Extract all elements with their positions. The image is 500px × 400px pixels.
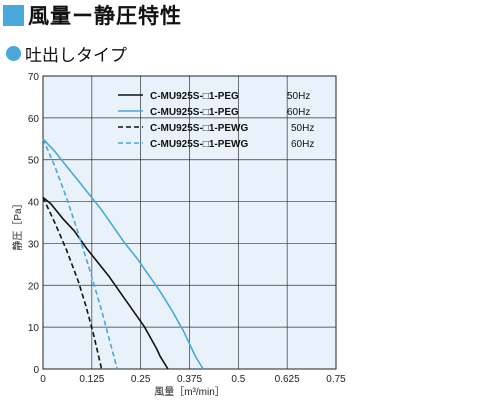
plot-frame [42, 75, 337, 370]
x-tick-label: 0.625 [275, 374, 300, 385]
series-line-1 [42, 196, 169, 370]
legend-freq-4: 60Hz [291, 139, 314, 150]
y-tick-label: 60 [28, 114, 40, 125]
legend-freq-3: 50Hz [291, 123, 314, 134]
page-title: 風量ー静圧特性 [3, 4, 182, 28]
y-tick-label: 40 [28, 198, 40, 209]
y-tick-label: 0 [33, 365, 39, 376]
y-tick-label: 20 [28, 281, 40, 292]
x-tick-label: 0.75 [326, 374, 346, 385]
y-tick-label: 50 [28, 156, 40, 167]
series-lines [42, 138, 204, 370]
page-title-text: 風量ー静圧特性 [28, 5, 182, 28]
section-heading-text: 吐出しタイプ [25, 45, 127, 65]
series-line-3 [42, 197, 103, 370]
legend-freq-1: 50Hz [287, 91, 310, 102]
legend-label-1: C-MU925S-□1-PEG [150, 91, 239, 102]
legend-freq-2: 60Hz [287, 107, 310, 118]
legend-label-4: C-MU925S-□1-PEWG [150, 139, 248, 150]
series-line-2 [42, 138, 204, 370]
section-heading: 吐出しタイプ [6, 43, 127, 65]
x-tick-label: 0.5 [231, 374, 245, 385]
y-axis-title: 静圧［Pa］ [11, 198, 24, 250]
legend: C-MU925S-□1-PEG 50Hz C-MU925S-□1-PEG 60Hz C-… [118, 91, 314, 150]
x-tick-label: 0.375 [177, 374, 202, 385]
y-tick-labels: 0 10 20 30 40 50 60 70 [28, 72, 40, 376]
x-tick-label: 0.125 [79, 374, 104, 385]
y-tick-label: 30 [28, 239, 40, 250]
y-tick-label: 10 [28, 323, 40, 334]
series-line-4 [42, 138, 118, 370]
x-tick-label: 0.25 [131, 374, 151, 385]
legend-label-3: C-MU925S-□1-PEWG [150, 123, 248, 134]
bullet-dot-icon [6, 45, 21, 61]
y-tick-label: 70 [28, 72, 40, 83]
title-square-icon [3, 4, 24, 26]
x-tick-labels: 0 0.125 0.25 0.375 0.5 0.625 0.75 [40, 374, 346, 385]
x-tick-label: 0 [40, 374, 46, 385]
x-axis-title: 風量［m³/min］ [154, 386, 225, 398]
legend-label-2: C-MU925S-□1-PEG [150, 107, 239, 118]
